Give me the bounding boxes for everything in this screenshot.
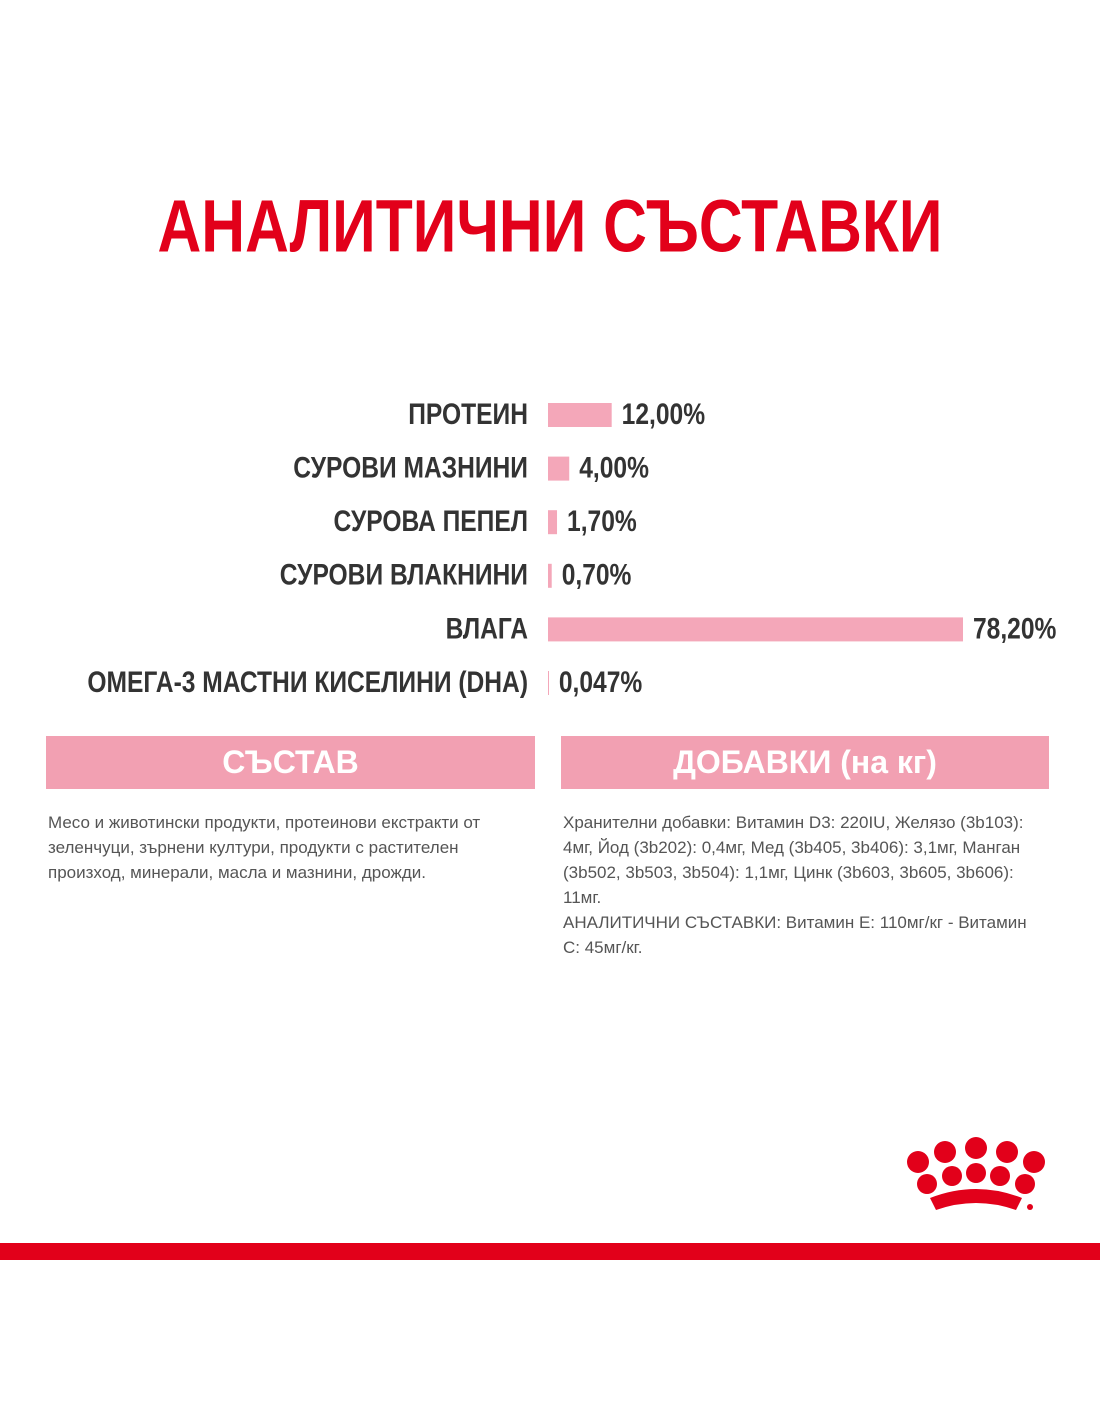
bar (548, 510, 558, 535)
category-label: ВЛАГА (446, 611, 528, 645)
category-label: ПРОТЕИН (408, 397, 528, 431)
bar (548, 671, 549, 695)
value-label: 78,20% (973, 611, 1056, 645)
bar (548, 617, 963, 642)
footer-band (0, 1243, 1100, 1260)
value-label: 4,00% (579, 450, 649, 484)
composition-header: СЪСТАВ (46, 736, 535, 789)
category-label: СУРОВА ПЕПЕЛ (334, 504, 528, 538)
additives-text: Хранителни добавки: Витамин D3: 220IU, Ж… (563, 810, 1048, 960)
value-label: 1,70% (567, 504, 637, 538)
composition-text: Месо и животински продукти, протеинови е… (48, 813, 481, 882)
value-label: 0,70% (562, 557, 632, 591)
bar (548, 456, 570, 481)
chart: АНАЛИТИЧНИ СЪСТАВКИ ПРОТЕИН 12,00% СУРОВИ … (87, 185, 1056, 699)
logo (907, 1137, 1045, 1210)
bar (548, 563, 552, 588)
value-label: 12,00% (622, 397, 705, 431)
category-label: СУРОВИ ВЛАКНИНИ (280, 557, 528, 591)
additives-paragraph: Хранителни добавки: Витамин D3: 220IU, Ж… (563, 813, 1024, 907)
bar (548, 403, 612, 427)
chart-title: АНАЛИТИЧНИ СЪСТАВКИ (158, 185, 943, 268)
additives-paragraph: АНАЛИТИЧНИ СЪСТАВКИ: Витамин E: 110мг/кг… (563, 913, 1027, 957)
value-label: 0,047% (559, 665, 642, 699)
additives-header: ДОБАВКИ (на кг) (561, 736, 1049, 789)
category-label: СУРОВИ МАЗНИНИ (293, 450, 528, 484)
category-label: ОМЕГА-3 МАСТНИ КИСЕЛИНИ (DHA) (87, 665, 528, 699)
